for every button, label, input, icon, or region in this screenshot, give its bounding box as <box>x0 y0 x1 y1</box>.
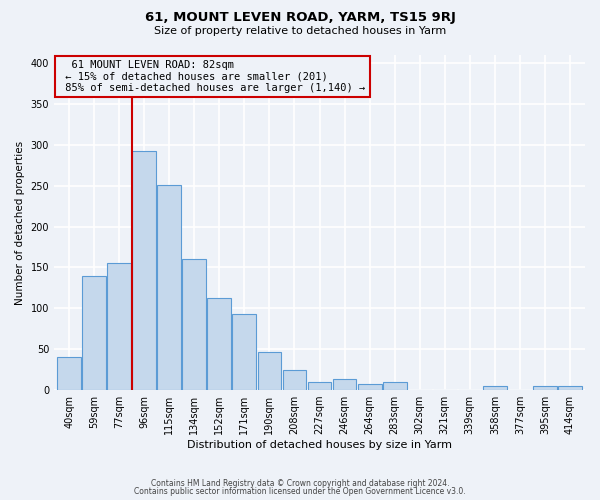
Text: Size of property relative to detached houses in Yarm: Size of property relative to detached ho… <box>154 26 446 36</box>
Bar <box>358 384 382 390</box>
Bar <box>182 260 206 390</box>
Bar <box>308 382 331 390</box>
Bar <box>483 386 507 390</box>
Bar <box>533 386 557 390</box>
Bar <box>283 370 307 390</box>
Text: Contains public sector information licensed under the Open Government Licence v3: Contains public sector information licen… <box>134 487 466 496</box>
Y-axis label: Number of detached properties: Number of detached properties <box>15 140 25 304</box>
Text: Contains HM Land Registry data © Crown copyright and database right 2024.: Contains HM Land Registry data © Crown c… <box>151 478 449 488</box>
Bar <box>383 382 407 390</box>
Bar <box>257 352 281 390</box>
Bar <box>133 150 156 390</box>
Bar <box>157 185 181 390</box>
Bar <box>57 358 81 390</box>
Bar <box>558 386 582 390</box>
Bar <box>208 298 231 390</box>
X-axis label: Distribution of detached houses by size in Yarm: Distribution of detached houses by size … <box>187 440 452 450</box>
Bar <box>232 314 256 390</box>
Text: 61, MOUNT LEVEN ROAD, YARM, TS15 9RJ: 61, MOUNT LEVEN ROAD, YARM, TS15 9RJ <box>145 12 455 24</box>
Text: 61 MOUNT LEVEN ROAD: 82sqm  
 ← 15% of detached houses are smaller (201)
 85% of: 61 MOUNT LEVEN ROAD: 82sqm ← 15% of deta… <box>59 60 365 93</box>
Bar <box>107 264 131 390</box>
Bar <box>82 276 106 390</box>
Bar <box>332 380 356 390</box>
